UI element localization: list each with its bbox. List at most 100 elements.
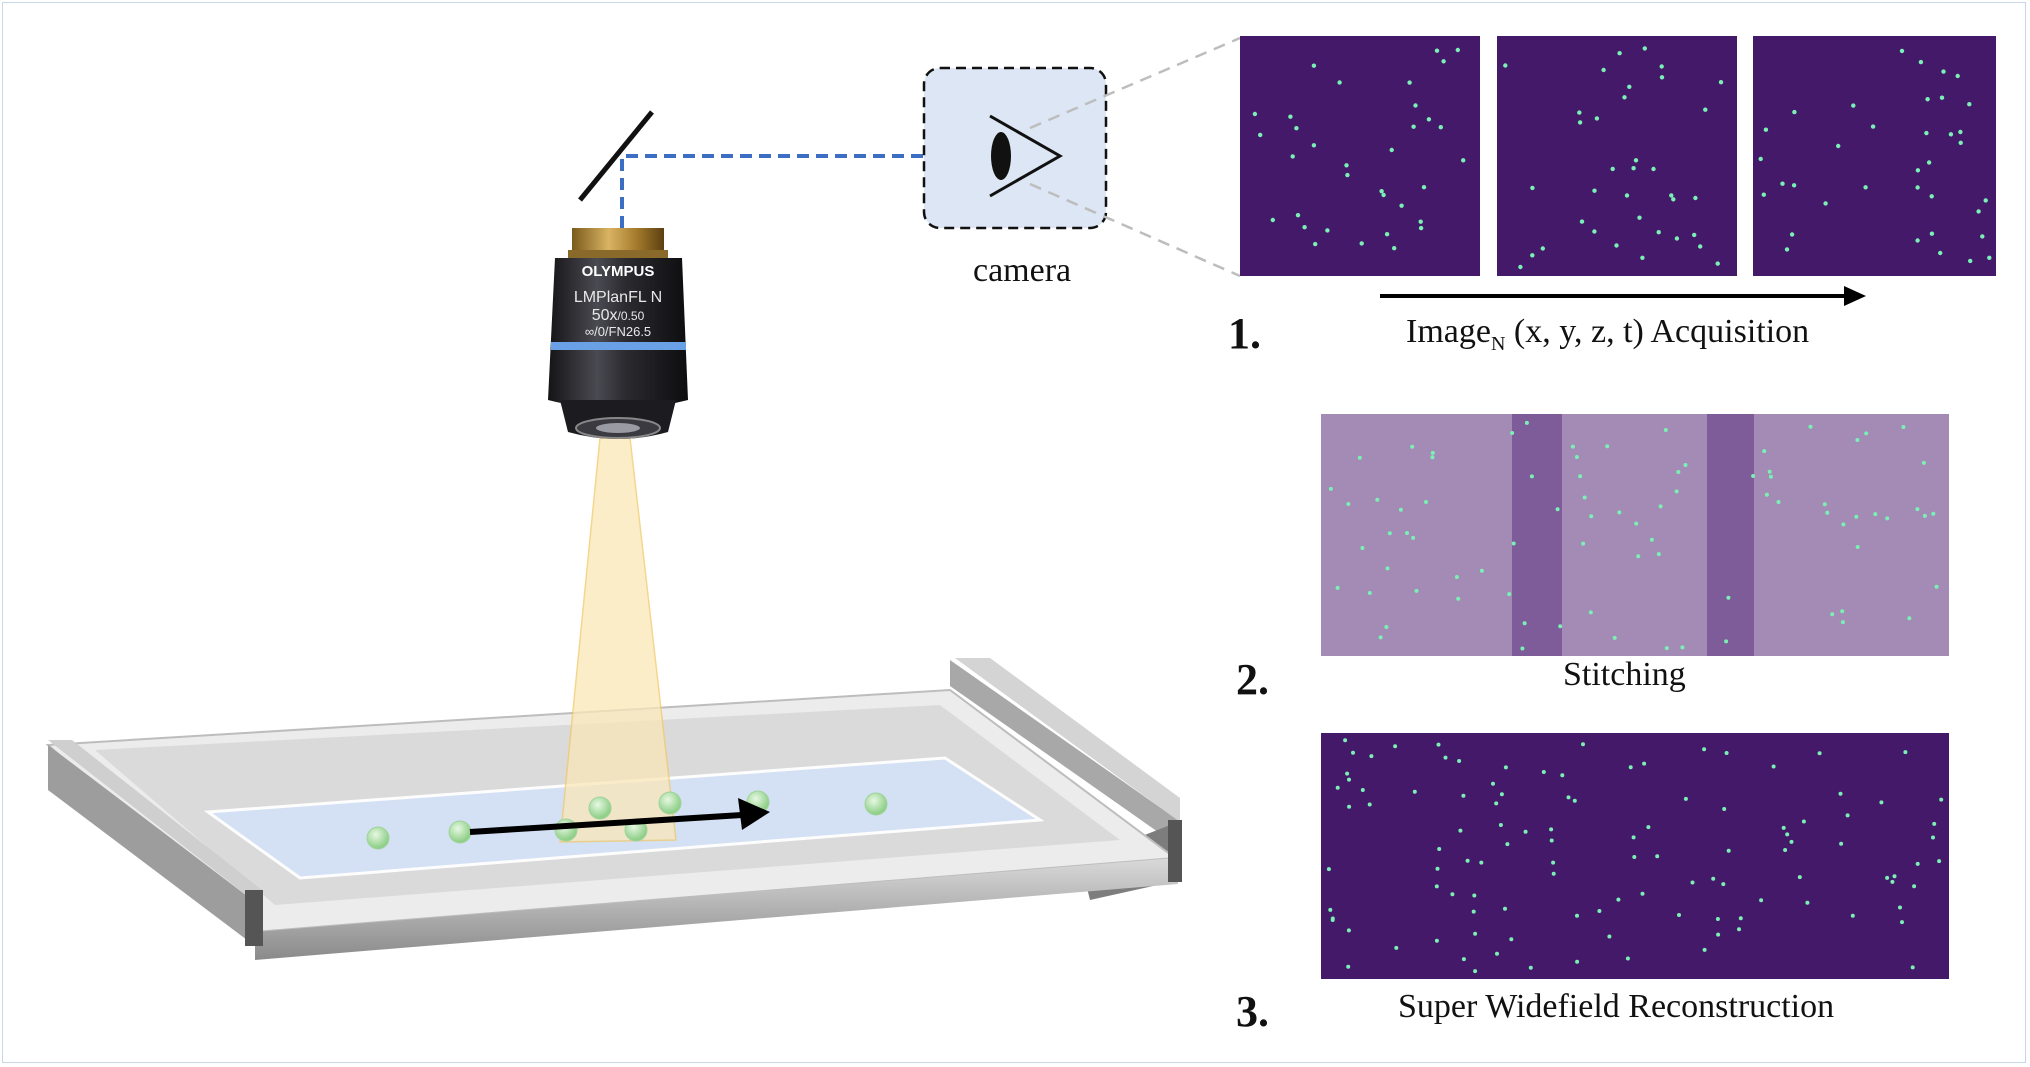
- particle-dot: [1771, 764, 1776, 769]
- particle-dot: [1892, 874, 1897, 879]
- particle-dot: [1410, 444, 1415, 449]
- particle-dot: [1360, 788, 1365, 792]
- particle-dot: [1761, 192, 1767, 197]
- particle-dot: [1958, 140, 1963, 145]
- particle-dot: [1347, 777, 1351, 782]
- particle-dot: [1702, 747, 1707, 752]
- particle-dot: [1768, 474, 1773, 479]
- particle-dot: [1520, 646, 1525, 651]
- particle-dot: [1456, 596, 1461, 601]
- particle-dot: [1921, 460, 1926, 465]
- particle-dot: [1632, 855, 1637, 859]
- particle-dot: [1325, 228, 1330, 233]
- particle-dot: [1692, 232, 1697, 238]
- particle-dot: [1758, 156, 1763, 162]
- stitched-panel: [1321, 414, 1949, 656]
- particle-dot: [1646, 825, 1651, 830]
- particle-dot: [1367, 802, 1372, 807]
- particle-dot: [1436, 742, 1441, 747]
- particle-dot: [1434, 938, 1439, 943]
- mirror-line: [578, 110, 654, 202]
- particle-dot: [1345, 771, 1350, 776]
- particle-dot: [1967, 102, 1972, 107]
- particle-dot: [1636, 554, 1641, 559]
- particle-dot: [1671, 197, 1676, 202]
- particle-dot: [1885, 516, 1890, 521]
- particle-dot: [1414, 588, 1419, 593]
- particle-dot: [1890, 879, 1895, 884]
- particle-dot: [1558, 624, 1563, 629]
- particle-dot: [1413, 103, 1418, 108]
- particle-dot: [1351, 750, 1355, 755]
- particle-dot: [1294, 126, 1299, 131]
- particle-dot: [1637, 215, 1642, 220]
- particle-dot: [1311, 63, 1317, 68]
- step-2-number: 2.: [1236, 655, 1269, 704]
- particle-dot: [1473, 931, 1478, 936]
- particle-dot: [1759, 898, 1764, 903]
- acquisition-tile-2: [1497, 36, 1737, 276]
- particle-dot: [1854, 514, 1859, 519]
- particle-dot: [1575, 959, 1580, 964]
- particle-dot: [1617, 510, 1622, 515]
- particle-dot: [1622, 95, 1627, 100]
- particle-dot: [1288, 114, 1293, 119]
- particle-dot: [1455, 47, 1461, 53]
- particle-dot: [1328, 907, 1333, 912]
- particle-dot: [1764, 492, 1769, 497]
- particle-dot: [1801, 819, 1806, 824]
- particle-dot: [1659, 75, 1665, 80]
- particle-dot: [1932, 821, 1937, 826]
- particle-dot: [1346, 964, 1351, 969]
- particle-dot: [1290, 154, 1295, 159]
- step-1-caption: ImageN (x, y, z, t) Acquisition: [1406, 313, 1809, 356]
- particle-dot: [1655, 854, 1660, 859]
- particle-dot: [1649, 537, 1654, 542]
- particle-dot: [1614, 243, 1619, 248]
- particle-dot: [1375, 497, 1380, 502]
- particle-dot: [1434, 48, 1440, 53]
- particle-dot: [1566, 795, 1571, 800]
- particle-dot: [1763, 127, 1769, 132]
- particle-dot: [1640, 255, 1645, 260]
- bead: [554, 818, 578, 842]
- particle-dot: [1612, 635, 1617, 640]
- particle-dot: [1528, 965, 1533, 970]
- particle-dot: [1509, 937, 1514, 942]
- particle-dot: [1663, 428, 1668, 432]
- particle-dot: [1418, 219, 1423, 224]
- particle-dot: [1385, 566, 1390, 571]
- particle-dot: [1378, 635, 1383, 640]
- particle-dot: [1337, 80, 1342, 85]
- particle-dot: [1610, 166, 1615, 172]
- particle-dot: [1625, 956, 1630, 961]
- particle-dot: [1399, 203, 1404, 208]
- particle-dot: [1983, 198, 1988, 203]
- particle-dot: [1885, 875, 1890, 880]
- particle-dot: [1461, 158, 1466, 163]
- particle-dot: [1762, 449, 1767, 454]
- particle-dot: [1594, 116, 1600, 121]
- step-1-caption-suffix: (x, y, z, t) Acquisition: [1505, 313, 1810, 350]
- particle-dot: [1411, 124, 1416, 129]
- particle-dot: [1302, 225, 1307, 230]
- particle-dot: [1471, 909, 1476, 914]
- particle-dot: [1658, 504, 1663, 509]
- particle-dot: [1411, 535, 1416, 540]
- particle-dot: [1379, 189, 1384, 194]
- particle-dot: [1418, 225, 1424, 231]
- light-cone: [559, 437, 677, 843]
- particle-dot: [1540, 246, 1546, 251]
- particle-dot: [1690, 880, 1695, 885]
- particle-dot: [1939, 797, 1944, 802]
- particle-dot: [1589, 514, 1594, 519]
- particle-dot: [1781, 825, 1786, 830]
- particle-dot: [1642, 46, 1648, 51]
- particle-dot: [1577, 110, 1582, 115]
- particle-dot: [1592, 188, 1597, 193]
- particle-dot: [1627, 84, 1632, 90]
- particle-dot: [1582, 495, 1587, 500]
- particle-dot: [1458, 828, 1463, 833]
- particle-dot: [1555, 507, 1560, 512]
